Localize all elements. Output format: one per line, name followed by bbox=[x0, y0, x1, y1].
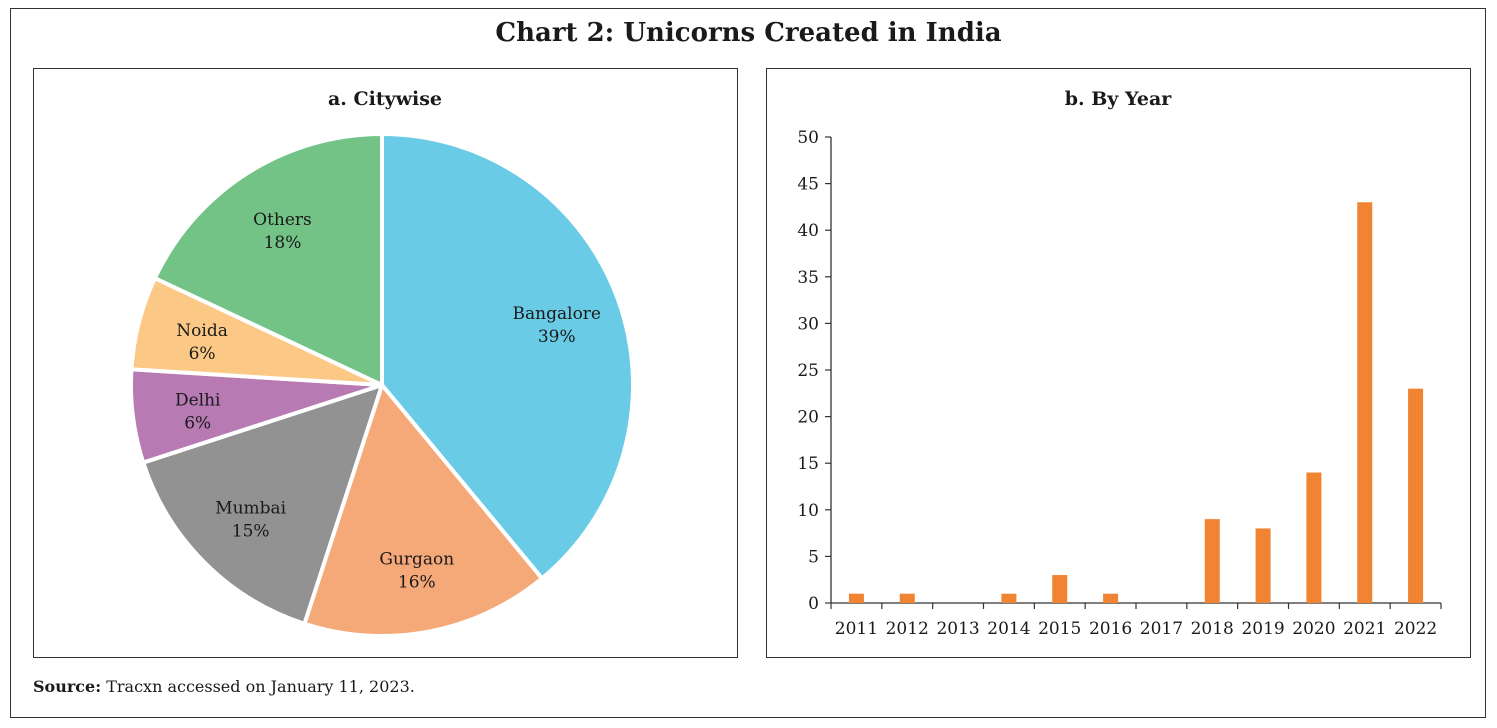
source-label: Source: bbox=[33, 677, 102, 696]
bar-2016 bbox=[1103, 593, 1119, 603]
bar-2021 bbox=[1357, 202, 1373, 604]
bar-title: b. By Year bbox=[1065, 88, 1173, 110]
bar-2022 bbox=[1408, 388, 1424, 603]
pie-value-mumbai: 15% bbox=[232, 521, 270, 541]
pie-value-noida: 6% bbox=[189, 344, 216, 364]
bar-2018 bbox=[1204, 519, 1220, 603]
bar-chart: b. By Year 0 5 10 15 20 25 30 35 40 45 50 2011 2012 2… bbox=[797, 88, 1442, 639]
bar-2014 bbox=[1001, 593, 1017, 603]
pie-panel: a. Citywise Bangalore 39% Gurgaon 16% Mumbai… bbox=[33, 68, 738, 658]
x-tick-label: 2016 bbox=[1089, 619, 1132, 639]
chart-main-title: Chart 2: Unicorns Created in India bbox=[495, 18, 1002, 48]
x-tick-label: 2018 bbox=[1191, 619, 1234, 639]
pie-value-others: 18% bbox=[264, 233, 302, 253]
x-tick-label: 2013 bbox=[936, 619, 979, 639]
bar-2011 bbox=[848, 593, 864, 603]
bar-2015 bbox=[1052, 575, 1068, 603]
y-tick-label: 10 bbox=[797, 501, 819, 521]
pie-value-gurgaon: 16% bbox=[398, 572, 436, 592]
pie-chart: a. Citywise Bangalore 39% Gurgaon 16% Mumbai… bbox=[129, 88, 635, 638]
y-tick-label: 0 bbox=[808, 594, 819, 614]
pie-slice-others bbox=[152, 132, 384, 387]
y-tick-label: 35 bbox=[797, 268, 819, 288]
x-tick-label: 2017 bbox=[1140, 619, 1183, 639]
source-note: Source: Tracxn accessed on January 11, 2… bbox=[33, 677, 415, 696]
pie-label-bangalore: Bangalore bbox=[513, 304, 601, 324]
pie-label-delhi: Delhi bbox=[175, 390, 221, 410]
y-tick-label: 25 bbox=[797, 361, 819, 381]
pie-label-others: Others bbox=[253, 210, 312, 230]
y-tick-label: 40 bbox=[797, 221, 819, 241]
bar-2012 bbox=[899, 593, 915, 603]
y-tick-label: 5 bbox=[808, 547, 819, 567]
pie-label-mumbai: Mumbai bbox=[215, 498, 286, 518]
y-tick-label: 15 bbox=[797, 454, 819, 474]
x-tick-label: 2020 bbox=[1292, 619, 1335, 639]
bar-2020 bbox=[1306, 472, 1322, 603]
bar-2019 bbox=[1255, 528, 1271, 603]
y-tick-label: 20 bbox=[797, 408, 819, 428]
y-tick-label: 30 bbox=[797, 314, 819, 334]
pie-label-gurgaon: Gurgaon bbox=[379, 549, 454, 569]
x-tick-label: 2012 bbox=[886, 619, 929, 639]
pie-value-bangalore: 39% bbox=[538, 327, 576, 347]
pie-label-noida: Noida bbox=[176, 321, 228, 341]
pie-slice-bangalore bbox=[380, 132, 635, 581]
pie-value-delhi: 6% bbox=[184, 413, 211, 433]
x-tick-label: 2019 bbox=[1241, 619, 1284, 639]
x-tick-label: 2022 bbox=[1394, 619, 1437, 639]
bar-panel: b. By Year 0 5 10 15 20 25 30 35 40 45 50 2011 2012 2… bbox=[766, 68, 1471, 658]
x-tick-label: 2014 bbox=[987, 619, 1030, 639]
source-text: Tracxn accessed on January 11, 2023. bbox=[106, 677, 415, 696]
pie-title: a. Citywise bbox=[328, 88, 442, 110]
pie-slice-gurgaon bbox=[302, 383, 544, 638]
x-tick-label: 2021 bbox=[1343, 619, 1386, 639]
y-tick-label: 45 bbox=[797, 175, 819, 195]
x-tick-label: 2011 bbox=[835, 619, 878, 639]
figure-frame bbox=[10, 8, 1486, 718]
y-tick-label: 50 bbox=[797, 128, 819, 148]
x-tick-label: 2015 bbox=[1038, 619, 1081, 639]
